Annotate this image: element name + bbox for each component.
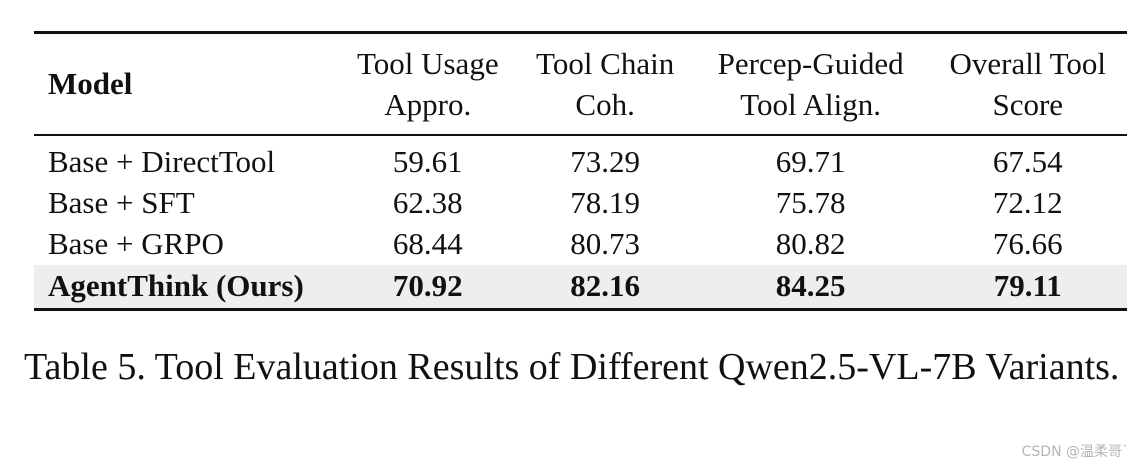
row-model-name: Base + SFT	[48, 185, 195, 221]
results-table-container: Model Tool Usage Appro. Tool Chain Coh. …	[34, 31, 1127, 311]
row-model-name: Base + DirectTool	[48, 144, 276, 180]
cell-value: 78.19	[570, 185, 641, 221]
cell-value: 80.73	[570, 226, 641, 262]
cell-value: 68.44	[392, 226, 463, 262]
cell-value: 79.11	[993, 268, 1062, 304]
table-row-highlighted: AgentThink (Ours) 70.92 82.16 84.25 79.1…	[34, 265, 1127, 310]
header-model: Model	[48, 65, 133, 101]
cell-value: 84.25	[775, 268, 846, 304]
row-model-name: AgentThink (Ours)	[48, 268, 304, 304]
header-tool-chain: Tool Chain Coh.	[518, 33, 693, 136]
header-row: Model Tool Usage Appro. Tool Chain Coh. …	[34, 32, 1128, 136]
cell-value: 72.12	[992, 185, 1063, 221]
header-overall: Overall Tool Score	[929, 33, 1128, 136]
cell-value: 80.82	[775, 226, 846, 262]
cell-value: 62.38	[392, 185, 463, 221]
table-caption: Table 5. Tool Evaluation Results of Diff…	[24, 346, 1120, 388]
cell-value: 73.29	[570, 144, 641, 180]
header-tool-usage-line1: Tool Usage	[356, 46, 499, 81]
cell-value: 59.61	[392, 144, 463, 180]
header-tool-usage-line2: Appro.	[384, 87, 472, 122]
header-percep-guided: Percep-Guided Tool Align.	[693, 33, 929, 136]
header-overall-line1: Overall Tool	[949, 46, 1107, 81]
header-tool-chain-line1: Tool Chain	[536, 46, 675, 81]
cell-value: 67.54	[992, 144, 1063, 180]
header-percep-guided-line2: Tool Align.	[740, 87, 882, 122]
row-model-name: Base + GRPO	[48, 226, 224, 262]
header-overall-line2: Score	[992, 87, 1064, 122]
tool-evaluation-table: Model Tool Usage Appro. Tool Chain Coh. …	[34, 31, 1127, 311]
cell-value: 70.92	[392, 268, 463, 304]
header-percep-guided-line1: Percep-Guided	[717, 46, 904, 81]
table-row: Base + DirectTool 59.61 73.29 69.71 67.5…	[34, 135, 1127, 183]
header-tool-chain-line2: Coh.	[575, 87, 635, 122]
cell-value: 76.66	[992, 226, 1063, 262]
header-tool-usage: Tool Usage Appro.	[338, 33, 518, 136]
table-row: Base + SFT 62.38 78.19 75.78 72.12	[34, 183, 1127, 224]
cell-value: 82.16	[570, 268, 641, 304]
cell-value: 75.78	[775, 185, 846, 221]
watermark: CSDN @温柔哥`	[1021, 444, 1129, 460]
table-row: Base + GRPO 68.44 80.73 80.82 76.66	[34, 224, 1127, 265]
cell-value: 69.71	[775, 144, 846, 180]
